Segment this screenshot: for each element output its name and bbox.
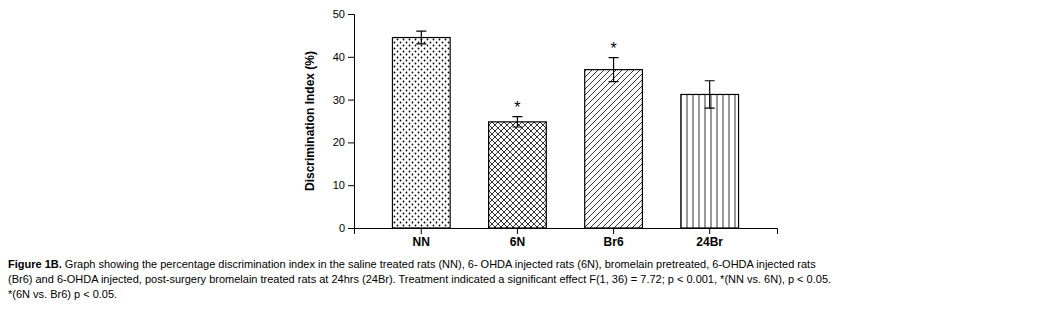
bar [681, 94, 739, 228]
x-tick-label: 24Br [696, 235, 723, 249]
x-axis: NN 6N Br6 24Br [355, 228, 778, 249]
y-tick-label: 30 [333, 94, 345, 106]
y-tick-mark [348, 185, 354, 186]
x-tick-mark [421, 228, 422, 234]
y-tick-label: 0 [339, 222, 345, 234]
x-tick-label: 6N [510, 235, 525, 249]
x-tick: 6N [510, 228, 525, 249]
x-tick-mark [517, 228, 518, 234]
y-axis-label: Discrimination Index (%) [303, 51, 317, 191]
y-axis-line [348, 15, 355, 229]
error-bar [705, 81, 715, 108]
bar [585, 70, 643, 228]
caption-text: Graph showing the percentage discriminat… [62, 258, 816, 270]
y-tick-label: 20 [333, 136, 345, 148]
y-axis: 0 10 20 30 40 50 [333, 8, 355, 234]
significance-label: * [610, 40, 616, 57]
bar [392, 38, 450, 228]
error-bar-line [416, 31, 426, 44]
plot-area: 01020304050NN6NBr624Br** [333, 8, 778, 249]
caption-line: (Br6) and 6-OHDA injected, post-surgery … [8, 273, 831, 285]
annotations: ** [514, 40, 616, 116]
x-axis-line [355, 229, 778, 235]
y-tick-mark [348, 57, 354, 58]
error-bar-line [512, 117, 522, 127]
error-bar [609, 58, 619, 82]
y-tick: 0 [339, 222, 354, 234]
y-tick: 40 [333, 51, 354, 63]
marks [392, 31, 738, 228]
y-tick: 50 [333, 8, 354, 20]
y-tick-label: 10 [333, 179, 345, 191]
y-tick-mark [348, 100, 354, 101]
caption-bold: Figure 1B. [8, 258, 62, 270]
y-tick-label: 40 [333, 51, 345, 63]
error-bar [512, 117, 522, 127]
y-tick: 10 [333, 179, 354, 191]
x-tick: NN [413, 228, 430, 249]
y-tick: 20 [333, 136, 354, 148]
caption: Figure 1B. Graph showing the percentage … [8, 258, 831, 300]
chart: 01020304050NN6NBr624Br**Discrimination I… [0, 0, 1058, 310]
caption-line: Figure 1B. Graph showing the percentage … [8, 258, 816, 270]
error-bar-line [609, 58, 619, 82]
x-tick-label: NN [413, 235, 430, 249]
x-tick-mark [709, 228, 710, 234]
x-tick-label: Br6 [604, 235, 624, 249]
error-bar [416, 31, 426, 44]
bar [489, 122, 547, 228]
y-tick-mark [348, 142, 354, 143]
y-tick-mark [348, 228, 354, 229]
x-tick: Br6 [604, 228, 624, 249]
y-tick-mark [348, 14, 354, 15]
x-tick-mark [613, 228, 614, 234]
y-tick-label: 50 [333, 8, 345, 20]
significance-label: * [514, 99, 520, 116]
x-tick: 24Br [696, 228, 723, 249]
caption-line: *(6N vs. Br6) p < 0.05. [8, 288, 117, 300]
error-bar-line [705, 81, 715, 108]
y-tick: 30 [333, 94, 354, 106]
